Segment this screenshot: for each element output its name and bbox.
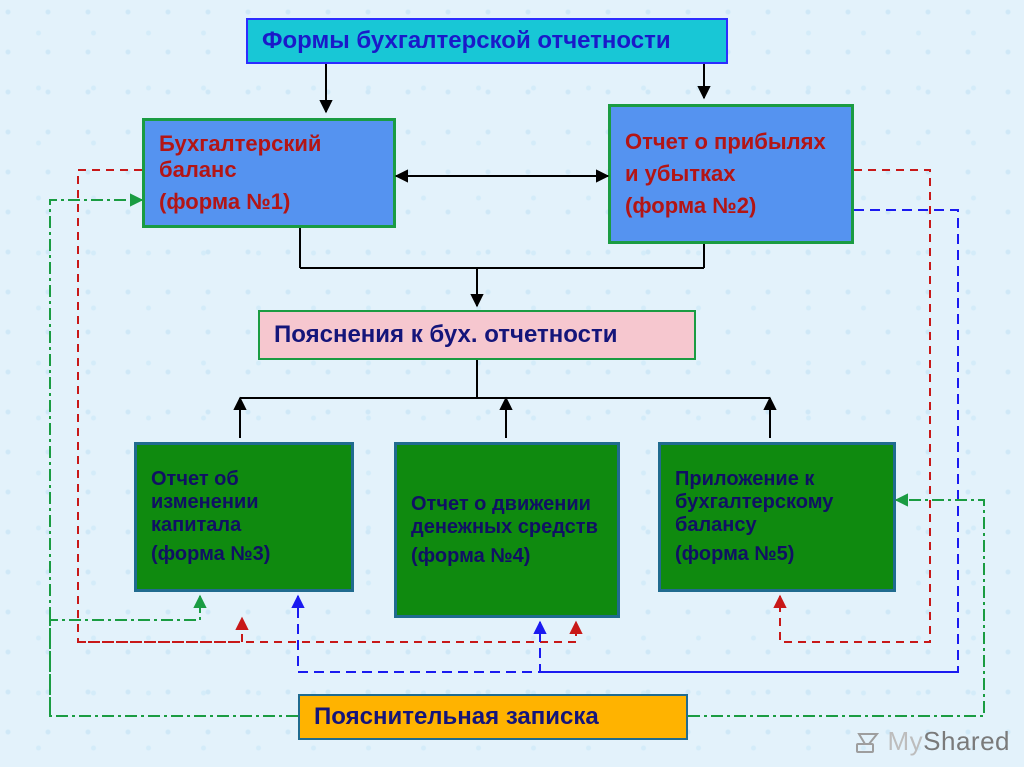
watermark-dark: Shared — [923, 726, 1010, 756]
watermark: MyShared — [855, 726, 1010, 761]
background — [0, 0, 1024, 767]
node-form4-line: (форма №4) — [411, 545, 603, 568]
node-form3-line: (форма №3) — [151, 543, 337, 566]
watermark-light: My — [887, 726, 923, 756]
node-form1: Бухгалтерский баланс (форма №1) — [142, 118, 396, 228]
node-form2: Отчет о прибылях и убытках (форма №2) — [608, 104, 854, 244]
node-title: Формы бухгалтерской отчетности — [246, 18, 728, 64]
node-form4: Отчет о движении денежных средств (форма … — [394, 442, 620, 618]
node-form5-line: Приложение к бухгалтерскому балансу — [675, 468, 879, 537]
node-form1-line: (форма №1) — [159, 189, 379, 215]
node-form2-line: и убытках — [625, 161, 837, 187]
node-form2-line: (форма №2) — [625, 193, 837, 219]
node-form2-line: Отчет о прибылях — [625, 129, 837, 155]
node-form1-line: Бухгалтерский баланс — [159, 131, 379, 183]
node-form3-line: Отчет об изменении капитала — [151, 468, 337, 537]
node-explanatory-note: Пояснительная записка — [298, 694, 688, 740]
node-explanations: Пояснения к бух. отчетности — [258, 310, 696, 360]
node-form4-line: Отчет о движении денежных средств — [411, 493, 603, 539]
node-note-text: Пояснительная записка — [314, 703, 672, 731]
node-form5: Приложение к бухгалтерскому балансу (форм… — [658, 442, 896, 592]
projector-icon — [855, 730, 881, 761]
node-form3: Отчет об изменении капитала (форма №3) — [134, 442, 354, 592]
node-title-text: Формы бухгалтерской отчетности — [262, 27, 712, 55]
node-expl-text: Пояснения к бух. отчетности — [274, 321, 680, 349]
node-form5-line: (форма №5) — [675, 543, 879, 566]
